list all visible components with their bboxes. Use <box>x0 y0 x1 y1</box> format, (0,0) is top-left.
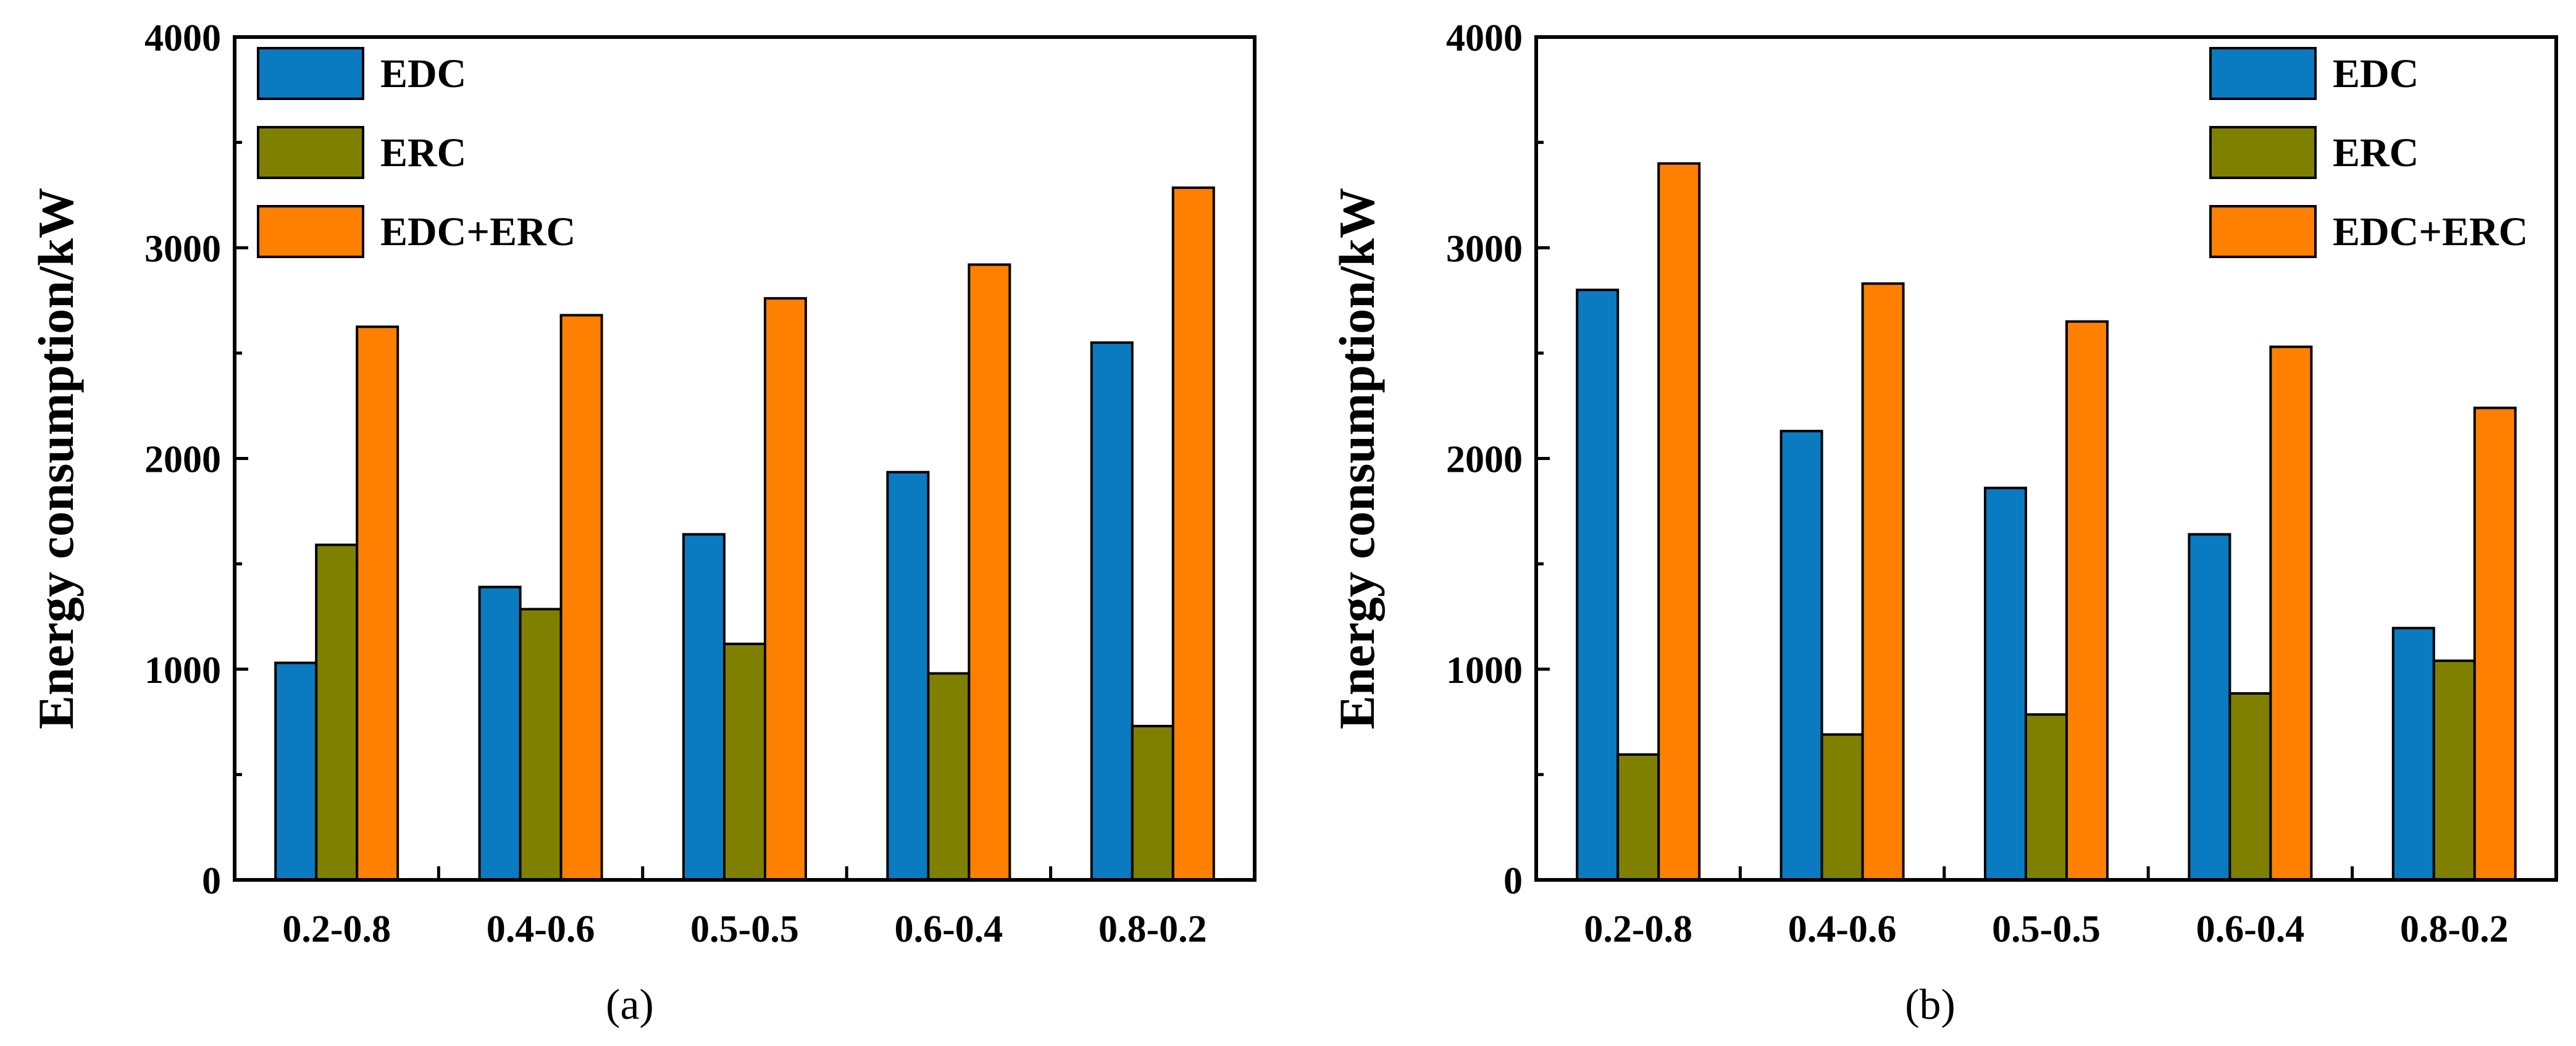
bar-edc-0.5-0.5 <box>682 533 726 881</box>
y-tick-label: 4000 <box>144 17 221 59</box>
bar-edc-0.6-0.4 <box>2188 533 2231 881</box>
y-axis-label: Energy consumption/kW <box>28 188 84 729</box>
y-tick-label: 1000 <box>144 650 221 692</box>
bar-erc-0.6-0.4 <box>927 672 971 881</box>
bar-edc-0.8-0.2 <box>2391 627 2435 881</box>
x-tick-label-0.5-0.5: 0.5-0.5 <box>1992 908 2101 950</box>
x-tick-label-0.8-0.2: 0.8-0.2 <box>1098 908 1207 950</box>
chart-panel-b: 0 1000 2000 3000 4000 0.2-0.8 0.4-0.6 0.5-0.5 0.… <box>1329 17 2558 1029</box>
bar-erc-0.8-0.2 <box>2432 659 2476 881</box>
bar-edc-0.2-0.8 <box>274 661 318 881</box>
bar-edc-plus-erc-0.5-0.5 <box>764 297 807 881</box>
legend-label-edc: EDC <box>380 51 466 96</box>
chart-panel-a: 0 1000 2000 3000 4000 0.2-0.8 0.4-0.6 0.5-0.5 0.… <box>28 17 1257 1029</box>
bar-erc-0.4-0.6 <box>519 608 562 882</box>
bar-edc-plus-erc-0.8-0.2 <box>2473 406 2517 881</box>
panel-label: (b) <box>1905 981 1955 1029</box>
legend-swatch-edc <box>257 47 364 100</box>
y-axis-label: Energy consumption/kW <box>1329 188 1385 729</box>
y-tick-label: 2000 <box>1446 439 1523 481</box>
legend-label-edc-plus-erc: EDC+ERC <box>380 209 575 254</box>
legend-swatch-erc <box>257 126 364 179</box>
legend-label-erc: ERC <box>380 130 466 175</box>
bar-edc-0.2-0.8 <box>1576 288 1620 881</box>
x-tick-label-0.4-0.6: 0.4-0.6 <box>487 908 595 950</box>
y-tick-label: 3000 <box>1446 228 1523 270</box>
bar-erc-0.4-0.6 <box>1820 733 1864 881</box>
bar-edc-plus-erc-0.2-0.8 <box>356 325 399 881</box>
x-tick-label-0.4-0.6: 0.4-0.6 <box>1788 908 1897 950</box>
legend-swatch-edc-plus-erc <box>2209 205 2317 258</box>
bar-edc-0.6-0.4 <box>886 471 930 881</box>
bar-edc-plus-erc-0.4-0.6 <box>1861 282 1905 881</box>
y-tick-label: 0 <box>202 860 221 902</box>
legend-swatch-edc <box>2209 47 2317 100</box>
x-tick-label-0.8-0.2: 0.8-0.2 <box>2400 908 2509 950</box>
bar-edc-plus-erc-0.8-0.2 <box>1171 186 1215 881</box>
y-tick-label: 3000 <box>144 228 221 270</box>
x-tick-label-0.2-0.8: 0.2-0.8 <box>282 908 391 950</box>
bar-erc-0.8-0.2 <box>1131 724 1174 881</box>
bar-edc-0.5-0.5 <box>1984 487 2027 881</box>
x-tick-label-0.6-0.4: 0.6-0.4 <box>2196 908 2305 950</box>
bar-erc-0.5-0.5 <box>723 642 766 882</box>
legend-swatch-erc <box>2209 126 2317 179</box>
legend-label-edc-plus-erc: EDC+ERC <box>2333 209 2528 254</box>
y-tick-label: 4000 <box>1446 17 1523 59</box>
y-tick-label: 0 <box>1503 860 1523 902</box>
panel-label: (a) <box>606 981 654 1029</box>
legend-label-edc: EDC <box>2333 51 2419 96</box>
bar-erc-0.2-0.8 <box>315 543 359 881</box>
bar-edc-plus-erc-0.2-0.8 <box>1657 162 1701 881</box>
y-tick-label: 1000 <box>1446 650 1523 692</box>
bar-edc-plus-erc-0.6-0.4 <box>2269 345 2313 881</box>
bar-edc-0.4-0.6 <box>478 585 522 881</box>
legend-label-erc: ERC <box>2333 130 2419 175</box>
x-tick-label-0.6-0.4: 0.6-0.4 <box>895 908 1003 950</box>
bar-edc-plus-erc-0.6-0.4 <box>968 263 1011 881</box>
bar-erc-0.2-0.8 <box>1616 753 1660 882</box>
y-tick-label: 2000 <box>144 439 221 481</box>
x-tick-label-0.5-0.5: 0.5-0.5 <box>690 908 799 950</box>
bar-erc-0.6-0.4 <box>2228 692 2272 882</box>
bar-erc-0.5-0.5 <box>2025 713 2068 882</box>
bar-edc-0.4-0.6 <box>1779 430 1823 881</box>
bar-edc-0.8-0.2 <box>1090 341 1134 881</box>
bar-edc-plus-erc-0.4-0.6 <box>559 314 603 881</box>
x-tick-label-0.2-0.8: 0.2-0.8 <box>1584 908 1692 950</box>
bar-edc-plus-erc-0.5-0.5 <box>2065 320 2109 881</box>
legend-swatch-edc-plus-erc <box>257 205 364 258</box>
